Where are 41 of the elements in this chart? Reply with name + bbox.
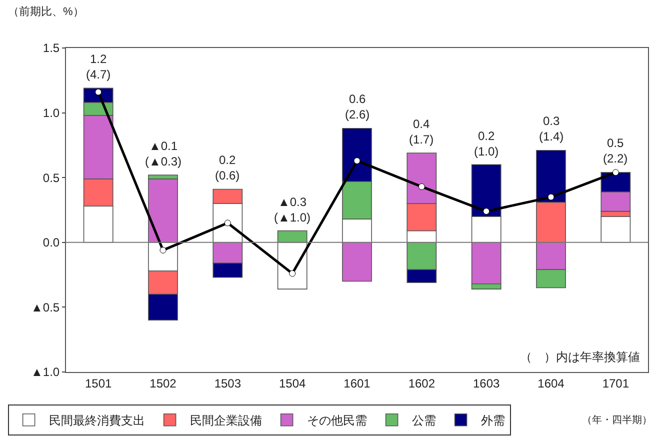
annotation: （ ）内は年率換算値 bbox=[520, 350, 640, 364]
x-tick-label: 1701 bbox=[602, 376, 630, 390]
point bbox=[224, 220, 231, 226]
text: （年・四半期） bbox=[582, 414, 652, 426]
annotation: 0.2 (1.0) bbox=[474, 129, 499, 159]
annotation: 0.4 (1.7) bbox=[409, 117, 434, 147]
point bbox=[548, 194, 554, 200]
x-tick-label: 1603 bbox=[472, 376, 500, 390]
point bbox=[612, 169, 619, 176]
y-tick-label: ▲0.5 bbox=[31, 300, 60, 314]
x-tick-label: 1502 bbox=[150, 376, 177, 390]
legend-label: その他民需 bbox=[306, 414, 367, 428]
annotation: 0.6 (2.6) bbox=[345, 92, 370, 122]
y-tick-label: 0.5 bbox=[42, 170, 60, 185]
x-tick-label: 1604 bbox=[538, 376, 565, 390]
x-tick-label: 1601 bbox=[344, 376, 371, 390]
x-tick-label: 1504 bbox=[278, 376, 306, 390]
annotation: 1.2 (4.7) bbox=[86, 52, 111, 82]
annotation: 0.5 (2.2) bbox=[603, 136, 628, 166]
point bbox=[160, 246, 166, 254]
y-tick-label: 1.5 bbox=[42, 41, 60, 56]
y-tick-label: 0.0 bbox=[42, 236, 60, 250]
annotation: ▲0.1 (▲0.3) bbox=[145, 139, 182, 169]
legend-label: 民間企業設備 bbox=[190, 414, 262, 428]
x-tick-label: 1602 bbox=[408, 376, 436, 390]
x-tick-label: 1501 bbox=[84, 376, 112, 390]
legend-label: 外需 bbox=[480, 414, 505, 428]
y-axis-title: （前期比、%） bbox=[8, 5, 84, 18]
point bbox=[483, 208, 490, 215]
x-tick-label: 1503 bbox=[214, 376, 242, 390]
point bbox=[418, 183, 425, 190]
point bbox=[289, 270, 296, 277]
point bbox=[95, 88, 102, 96]
y-tick-label: ▲1.0 bbox=[31, 365, 60, 380]
point bbox=[354, 158, 360, 164]
annotation: ▲0.3 (▲1.0) bbox=[274, 195, 311, 225]
legend-label: 民間最終消費支出 bbox=[48, 414, 145, 428]
y-tick-label: 1.0 bbox=[42, 106, 60, 120]
annotation: 0.2 (0.6) bbox=[215, 153, 240, 183]
legend-label: 公需 bbox=[412, 414, 436, 428]
annotation: 0.3 (1.4) bbox=[539, 114, 564, 144]
